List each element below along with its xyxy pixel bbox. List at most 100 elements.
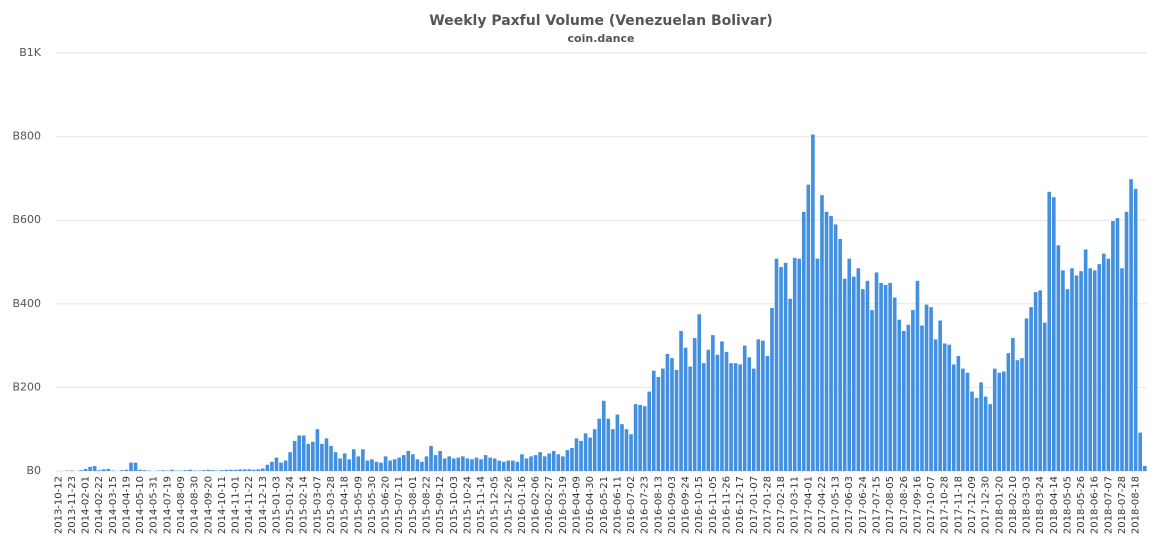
bar <box>242 469 247 471</box>
bar <box>838 239 842 471</box>
bar <box>270 461 274 471</box>
x-tick-label: 2016-06-11 <box>612 476 623 534</box>
x-tick-label: 2016-03-19 <box>558 476 569 534</box>
bar <box>874 272 879 471</box>
bar <box>779 267 783 471</box>
x-tick-label: 2017-10-28 <box>940 476 951 534</box>
bar <box>920 325 924 471</box>
bar <box>897 319 902 471</box>
bar <box>824 211 829 471</box>
bar <box>806 184 811 472</box>
x-tick-label: 2017-03-11 <box>790 476 801 534</box>
bar <box>320 443 324 471</box>
x-tick-label: 2016-11-05 <box>708 476 719 534</box>
bar <box>1001 371 1006 471</box>
x-tick-label: 2015-02-14 <box>299 476 310 534</box>
bar <box>429 445 433 471</box>
bar <box>929 307 933 471</box>
bar <box>1124 211 1129 471</box>
x-tick-label: 2015-03-28 <box>326 476 337 534</box>
bar <box>1051 197 1056 471</box>
bar <box>411 454 415 471</box>
bar <box>879 282 883 471</box>
bar <box>211 470 215 471</box>
bar <box>1088 268 1092 471</box>
x-tick-label: 2014-11-22 <box>244 476 255 534</box>
x-tick-label: 2018-04-14 <box>1049 476 1060 534</box>
bar <box>924 304 929 471</box>
bar <box>861 289 865 471</box>
x-tick-label: 2017-08-26 <box>899 476 910 534</box>
bar <box>947 344 952 471</box>
x-tick-label: 2016-04-30 <box>585 476 596 534</box>
bar <box>842 278 847 471</box>
bar <box>565 450 570 471</box>
x-tick-label: 2014-03-15 <box>108 476 119 534</box>
bar <box>770 307 774 471</box>
bar <box>120 470 124 471</box>
bar <box>1083 249 1088 471</box>
bar <box>524 458 529 471</box>
x-tick-label: 2015-05-09 <box>353 476 364 534</box>
bar <box>1056 245 1061 471</box>
bar <box>474 457 479 471</box>
bar <box>483 455 488 471</box>
bar <box>761 340 765 471</box>
x-tick-label: 2015-08-22 <box>421 476 432 534</box>
bar <box>733 363 738 471</box>
x-tick-label: 2015-01-24 <box>285 476 296 534</box>
bar <box>870 310 874 471</box>
x-tick-label: 2014-05-31 <box>149 476 160 534</box>
bar <box>342 453 347 471</box>
bar <box>401 455 406 471</box>
bar <box>515 461 520 471</box>
bar <box>1092 270 1097 471</box>
bar <box>847 258 852 471</box>
x-tick-label: 2018-05-26 <box>1076 476 1087 534</box>
bar <box>1111 221 1115 471</box>
bar <box>1015 360 1020 471</box>
bar <box>570 448 574 471</box>
bar <box>1047 191 1052 471</box>
bar <box>715 354 720 471</box>
bar <box>1133 188 1138 471</box>
bar <box>888 282 892 471</box>
bar <box>665 353 670 471</box>
bar <box>1074 275 1079 471</box>
bar <box>556 454 561 471</box>
bar <box>1033 292 1038 471</box>
x-tick-label: 2014-02-01 <box>81 476 92 534</box>
bar <box>742 345 747 471</box>
bar <box>279 462 283 471</box>
bar <box>783 262 788 471</box>
bar <box>338 458 342 471</box>
y-tick-label: B1K <box>19 46 42 59</box>
bar <box>656 376 661 471</box>
bar <box>420 461 424 471</box>
bar <box>406 450 411 471</box>
x-tick-label: 2015-08-01 <box>408 476 419 534</box>
x-tick-label: 2015-04-18 <box>340 476 351 534</box>
bar <box>756 339 761 471</box>
bar <box>1042 322 1047 471</box>
x-tick-label: 2016-12-17 <box>735 476 746 534</box>
bar <box>674 369 679 471</box>
bar <box>374 461 379 471</box>
bar <box>324 438 329 471</box>
bar <box>238 469 242 471</box>
bar <box>820 195 824 471</box>
x-tick-label: 2017-04-01 <box>803 476 814 534</box>
x-tick-label: 2015-12-26 <box>503 476 514 534</box>
x-tick-label: 2014-05-10 <box>135 476 146 534</box>
bar <box>506 460 511 471</box>
bar <box>983 396 988 471</box>
x-tick-label: 2018-07-07 <box>1103 476 1114 534</box>
x-tick-label: 2016-08-13 <box>653 476 664 534</box>
bar <box>83 468 88 471</box>
x-tick-label: 2015-07-11 <box>394 476 405 534</box>
bar <box>424 456 429 471</box>
bar <box>333 452 338 471</box>
bar <box>415 459 420 471</box>
bar <box>701 363 706 471</box>
bar <box>815 258 820 471</box>
